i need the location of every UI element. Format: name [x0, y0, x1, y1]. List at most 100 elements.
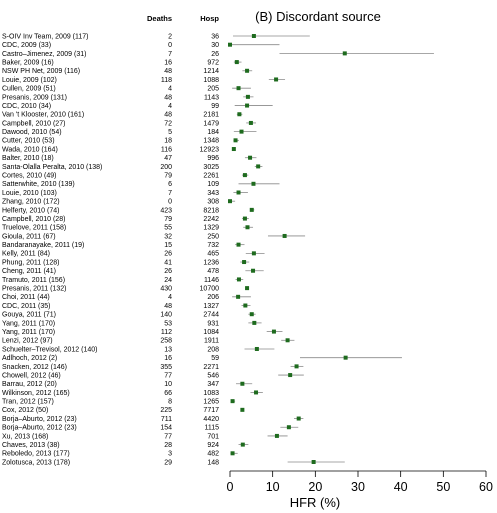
point-estimate [240, 442, 245, 447]
study-row: Gouya, 2011 (71) 140 2744 [2, 312, 256, 319]
study-row: Louie, 2009 (102) 118 1088 [2, 77, 286, 84]
point-estimate [294, 364, 299, 369]
deaths-value: 16 [164, 59, 172, 66]
deaths-value: 423 [160, 207, 172, 214]
study-row: Balter, 2010 (18) 47 996 [2, 155, 257, 162]
study-row: Presanis, 2011 (132) 430 10700 [2, 286, 250, 293]
hosp-value: 250 [207, 233, 219, 240]
study-row: Satterwhite, 2010 (139) 6 109 [2, 181, 280, 188]
point-estimate [230, 399, 235, 404]
x-axis: 0 10 20 30 40 50 60 [227, 470, 493, 494]
hosp-value: 1084 [203, 329, 219, 336]
deaths-value: 48 [164, 112, 172, 119]
deaths-value: 7 [168, 51, 172, 58]
point-estimate [240, 407, 245, 412]
point-estimate [254, 390, 259, 395]
deaths-value: 10 [164, 381, 172, 388]
study-label: Chowell, 2012 (46) [2, 372, 61, 379]
deaths-value: 72 [164, 120, 172, 127]
study-row: Santa-Olalla Peralta, 2010 (138) 200 3025 [2, 164, 263, 171]
hosp-value: 7717 [203, 407, 219, 414]
hosp-value: 2744 [203, 312, 219, 319]
hosp-value: 36 [211, 33, 219, 40]
hosp-value: 1265 [203, 399, 219, 406]
study-row: Chaves, 2013 (38) 28 924 [2, 442, 249, 449]
deaths-value: 355 [160, 364, 172, 371]
study-label: Helferty, 2010 (74) [2, 207, 59, 214]
point-estimate [228, 42, 232, 47]
study-label: Snacken, 2012 (146) [2, 364, 67, 371]
hosp-value: 1146 [204, 277, 219, 284]
study-row: Xu, 2013 (168) 77 701 [2, 433, 288, 440]
deaths-value: 48 [164, 94, 172, 101]
study-label: Bandaranayake, 2011 (19) [2, 242, 84, 249]
deaths-value: 41 [164, 259, 172, 266]
study-label: Zhang, 2010 (172) [2, 199, 60, 206]
deaths-value: 55 [164, 225, 172, 232]
hosp-value: 1348 [203, 138, 219, 145]
study-label: Schuelter–Trevisol, 2012 (140) [2, 346, 97, 353]
point-estimate [237, 112, 242, 117]
deaths-value: 66 [164, 390, 172, 397]
study-label: Gioula, 2011 (67) [2, 233, 56, 240]
deaths-value: 79 [164, 216, 172, 223]
study-label: Presanis, 2009 (131) [2, 94, 67, 101]
deaths-value: 0 [168, 42, 172, 49]
point-estimate [236, 242, 241, 247]
hosp-value: 1088 [203, 77, 219, 84]
deaths-value: 430 [160, 286, 172, 293]
deaths-value: 140 [160, 312, 172, 319]
point-estimate [242, 260, 247, 265]
study-row: NSW PH Net, 2009 (116) 48 1214 [2, 68, 253, 75]
study-label: Tran, 2012 (157) [2, 399, 54, 406]
study-label: Yang, 2011 (170) [2, 329, 55, 336]
point-estimate [311, 460, 316, 464]
point-estimate [231, 147, 236, 152]
point-estimate [236, 190, 241, 195]
hosp-value: 30 [211, 42, 219, 49]
study-label: Wada, 2010 (164) [2, 146, 58, 153]
study-label: Xu, 2013 (168) [2, 433, 48, 440]
point-estimate [285, 338, 290, 343]
hosp-value: 1143 [204, 94, 219, 101]
study-label: Phung, 2011 (128) [2, 259, 59, 266]
deaths-value: 5 [168, 129, 172, 136]
study-row: Campbell, 2010 (27) 72 1479 [2, 120, 257, 127]
deaths-value: 4 [168, 86, 172, 93]
hosp-value: 206 [207, 294, 219, 301]
x-tick-label: 50 [436, 480, 450, 494]
study-row: Yang, 2011 (170) 112 1084 [2, 329, 283, 336]
point-estimate [296, 416, 301, 421]
x-tick-label: 30 [351, 480, 365, 494]
study-row: Campbell, 2010 (28) 79 2242 [2, 216, 249, 223]
deaths-value: 258 [160, 338, 172, 345]
x-tick-label: 10 [266, 480, 280, 494]
hosp-value: 308 [207, 199, 219, 206]
hosp-value: 59 [211, 355, 219, 362]
study-label: Van 't Klooster, 2010 (161) [2, 112, 84, 119]
deaths-value: 118 [161, 77, 172, 84]
deaths-value: 112 [161, 329, 172, 336]
point-estimate [274, 433, 279, 438]
study-label: Cortes, 2010 (49) [2, 173, 56, 180]
point-estimate [243, 303, 248, 308]
study-label: Louie, 2010 (103) [2, 190, 57, 197]
study-row: Wilkinson, 2012 (165) 66 1083 [2, 390, 263, 397]
study-row: Lenzi, 2012 (97) 258 1911 [2, 338, 295, 345]
study-label: CDC, 2010 (34) [2, 103, 51, 110]
deaths-value: 24 [164, 277, 172, 284]
deaths-column-header: Deaths [147, 14, 172, 23]
study-row: Zolotusca, 2013 (178) 29 148 [2, 459, 345, 466]
hosp-value: 205 [207, 86, 219, 93]
study-label: Wilkinson, 2012 (165) [2, 390, 70, 397]
hosp-value: 465 [207, 251, 219, 258]
deaths-value: 116 [161, 146, 172, 153]
deaths-value: 29 [164, 459, 172, 466]
point-estimate [251, 268, 256, 273]
hosp-value: 99 [211, 103, 219, 110]
study-label: Dawood, 2010 (54) [2, 129, 62, 136]
point-estimate [240, 381, 245, 386]
study-label: Zolotusca, 2013 (178) [2, 459, 70, 466]
study-label: Baker, 2009 (16) [2, 59, 54, 66]
study-row: Tramuto, 2011 (156) 24 1146 [2, 277, 244, 284]
